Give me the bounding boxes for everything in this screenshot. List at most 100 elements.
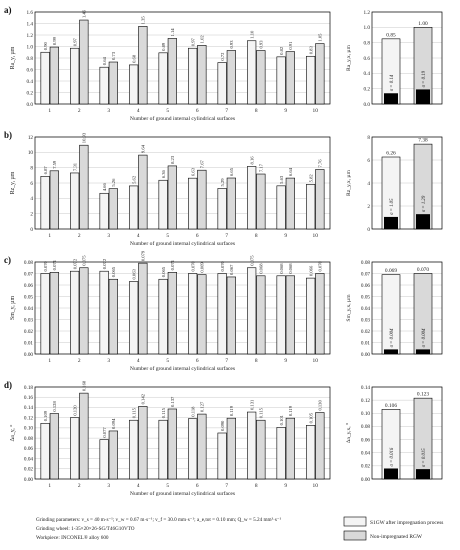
x-axis-label: Number of ground internal cylindrical su… xyxy=(130,240,235,247)
bar-rgw xyxy=(285,51,295,105)
bar-value-label: 7.67 xyxy=(199,159,204,168)
bar-value-label: 7.59 xyxy=(52,160,57,169)
y-tick-label: 0.18 xyxy=(24,385,33,391)
x-tick-label: 9 xyxy=(284,108,287,114)
bar-rgw xyxy=(138,26,148,105)
bar-value-label: 0.131 xyxy=(249,399,254,410)
bar-value-label: 4.66 xyxy=(102,183,107,192)
x-tick-label: 6 xyxy=(196,358,199,364)
y-tick-label: 0.06 xyxy=(361,283,370,289)
bar-s1gw xyxy=(217,432,227,480)
bar-s1gw xyxy=(129,419,139,480)
bar-s1gw xyxy=(276,275,286,355)
y-tick-label: 0 xyxy=(30,227,33,233)
bar-value-label: 1.46 xyxy=(81,9,86,18)
bar-rgw xyxy=(138,154,148,230)
summary-chart: 0 2 4 6 8 Rz_y,x, µm 6.26 σ = 1.05 7.38 σ = 1.29 xyxy=(346,135,443,233)
y-tick-label: 0.07 xyxy=(361,271,370,277)
bar-value-label: 0.130 xyxy=(317,400,322,411)
bar-s1gw xyxy=(306,184,316,230)
y-tick-label: 0.8 xyxy=(27,56,34,62)
bar-rgw xyxy=(167,408,177,480)
y-axis-label: Rz_y,x, µm xyxy=(346,169,352,196)
x-tick-label: 1 xyxy=(48,233,51,239)
y-tick-label: 0.02 xyxy=(361,329,370,335)
plot-frame xyxy=(34,386,331,480)
bar-value-label: 0.93 xyxy=(258,40,263,49)
bar-value-label: 1.02 xyxy=(199,35,204,44)
x-axis-label: Number of ground internal cylindrical su… xyxy=(130,490,235,497)
bar-value-label: 1.14 xyxy=(170,28,175,37)
bar-rgw xyxy=(167,38,177,105)
bar-s1gw xyxy=(158,52,168,105)
y-tick-label: 0.03 xyxy=(24,317,33,323)
y-tick-label: 12 xyxy=(28,135,34,141)
bar-value-label: 0.070 xyxy=(190,260,195,271)
bar-value-label: 6.64 xyxy=(288,167,293,176)
y-tick-label: 1.4 xyxy=(27,21,34,27)
bar-value-label: 8.16 xyxy=(249,156,254,165)
bar-value-label: 5.26 xyxy=(111,178,116,187)
bar-value-label: 0.075 xyxy=(81,255,86,266)
y-tick-label: 1.2 xyxy=(364,10,371,16)
bar-value-label: 7.76 xyxy=(317,159,322,168)
bar-value-label: 0.93 xyxy=(229,40,234,49)
y-tick-label: 0.04 xyxy=(24,306,33,312)
bar-s1gw xyxy=(188,177,198,230)
y-tick-label: 0.10 xyxy=(24,426,33,432)
x-tick-label: 6 xyxy=(196,108,199,114)
bar-value-label: 0.069 xyxy=(199,262,204,273)
y-tick-label: 0.6 xyxy=(27,67,34,73)
bar-rgw xyxy=(256,173,266,230)
main-chart: 0.00 0.02 0.04 0.06 0.08 0.10 0.12 0.14 0.16 0.18… xyxy=(9,380,331,497)
bar-s1gw xyxy=(99,66,109,105)
x-axis-label: Number of ground internal cylindrical su… xyxy=(130,365,235,372)
bar-s1gw xyxy=(306,55,316,105)
sigma-bar xyxy=(384,468,398,479)
bar-value-label: 9.64 xyxy=(140,144,145,153)
summary-chart: 0.0 0.2 0.4 0.6 0.8 1.0 1.2 Ra_y,x, µm 0.85 σ = 0… xyxy=(346,10,443,108)
bar-value-label: 0.070 xyxy=(317,260,322,271)
bar-value-label: 0.105 xyxy=(308,412,313,423)
bar-rgw xyxy=(197,274,207,355)
panel-letter: a) xyxy=(4,5,12,15)
y-tick-label: 0.12 xyxy=(361,398,370,404)
y-tick-label: 0.8 xyxy=(364,40,371,46)
bar-value-label: 5.63 xyxy=(279,175,284,184)
bar-rgw xyxy=(167,165,177,230)
y-tick-label: 0.05 xyxy=(24,294,33,300)
bar-rgw xyxy=(285,417,295,480)
bar-value-label: 7.17 xyxy=(258,163,263,172)
x-tick-label: 6 xyxy=(196,233,199,239)
bar-rgw xyxy=(79,19,89,105)
y-tick-label: 0.08 xyxy=(361,424,370,430)
mean-value-label: 0.070 xyxy=(417,267,429,273)
sigma-bar xyxy=(384,93,398,104)
bar-s1gw xyxy=(70,172,80,230)
y-tick-label: 0.04 xyxy=(361,306,370,312)
bar-value-label: 0.070 xyxy=(220,260,225,271)
footer: Grinding parameters: v_s = 40 m·s⁻¹; v_w… xyxy=(36,516,282,541)
bar-value-label: 0.82 xyxy=(279,46,284,55)
y-tick-label: 0.05 xyxy=(361,294,370,300)
x-tick-label: 8 xyxy=(255,483,258,489)
main-chart: 0.00 0.01 0.02 0.03 0.04 0.05 0.06 0.07 0.08 Sm_y… xyxy=(10,250,331,372)
bar-rgw xyxy=(138,406,148,480)
y-tick-label: 0.03 xyxy=(361,317,370,323)
x-tick-label: 4 xyxy=(137,108,140,114)
y-tick-label: 4 xyxy=(367,181,370,187)
x-tick-label: 4 xyxy=(137,483,140,489)
bar-rgw xyxy=(49,272,59,355)
bar-value-label: 8.23 xyxy=(170,155,175,164)
y-tick-label: 4 xyxy=(30,196,33,202)
bar-value-label: 0.063 xyxy=(131,269,136,280)
x-tick-label: 7 xyxy=(225,483,228,489)
x-tick-label: 7 xyxy=(225,358,228,364)
mean-value-label: 6.26 xyxy=(386,151,396,157)
plot-frame xyxy=(371,136,443,230)
bar-rgw xyxy=(315,43,325,105)
sigma-label: σ = 0.015 xyxy=(422,448,427,467)
legend-label-rgw: Non-impregnated RGW xyxy=(370,534,423,540)
mean-value-label: 0.106 xyxy=(385,403,397,409)
